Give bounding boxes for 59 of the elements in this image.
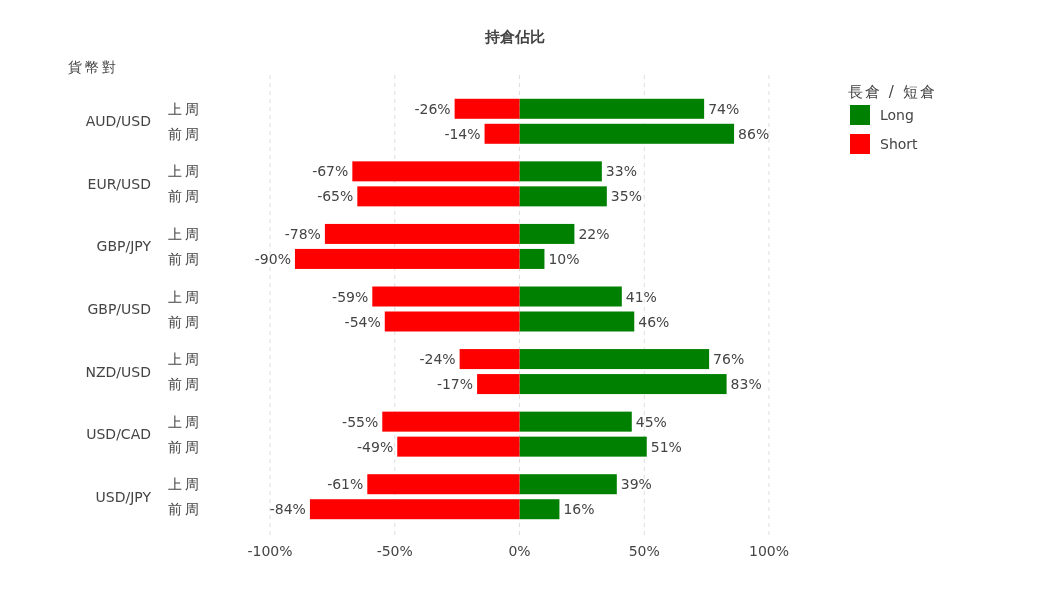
text: EUR/USD xyxy=(87,175,151,192)
data-label: -84% xyxy=(269,501,306,518)
data-label: -78% xyxy=(284,225,321,242)
data-label: -54% xyxy=(344,313,381,330)
text: USD/JPY xyxy=(95,488,152,505)
data-label: 51% xyxy=(650,438,682,455)
data-label: -26% xyxy=(414,100,451,117)
data-label: 22% xyxy=(578,225,610,242)
data-label: 45% xyxy=(635,413,667,430)
y-tick-label: 前周 xyxy=(168,501,202,518)
data-label: -55% xyxy=(342,413,379,430)
y-tick-label: 前周 xyxy=(168,250,202,267)
data-label: -14% xyxy=(444,125,481,142)
data-label: -17% xyxy=(436,376,474,393)
data-label: 86% xyxy=(738,125,770,142)
legend-label: Short xyxy=(880,136,919,152)
data-label: 35% xyxy=(610,188,642,205)
y-tick-label: 上周 xyxy=(168,225,202,242)
legend-label: Long xyxy=(880,107,914,123)
text: GBP/USD xyxy=(87,301,151,317)
data-label: -61% xyxy=(327,476,364,493)
y-tick-label: 上周 xyxy=(168,100,202,117)
y-tick-label: 前周 xyxy=(168,125,202,142)
y-tick-label: 上周 xyxy=(168,163,202,180)
data-label: 33% xyxy=(605,163,637,180)
data-label: -90% xyxy=(254,250,291,267)
legend-title: 長倉 / 短倉 xyxy=(848,83,937,101)
data-label: -24% xyxy=(419,351,456,368)
y-tick-label: 前周 xyxy=(168,188,202,205)
text: GBP/JPY xyxy=(96,238,152,255)
data-label: 10% xyxy=(548,250,580,267)
y-tick-label: 上周 xyxy=(168,476,202,493)
x-tick-label: 0% xyxy=(508,543,531,559)
y-axis-title: 貨幣對 xyxy=(68,59,119,75)
data-label: 39% xyxy=(620,476,652,493)
data-label: -67% xyxy=(312,163,349,180)
data-label: 83% xyxy=(730,376,762,393)
y-tick-label: 前周 xyxy=(168,438,202,455)
y-tick-label: 上周 xyxy=(168,288,202,305)
data-label: -49% xyxy=(357,438,394,455)
x-tick-label: 50% xyxy=(628,543,660,559)
x-tick-label: 100% xyxy=(748,543,790,559)
chart-title: 持倉佔比 xyxy=(484,28,545,46)
data-label: 41% xyxy=(625,288,657,305)
y-tick-label: 上周 xyxy=(168,351,202,368)
text: NZD/USD xyxy=(85,363,151,380)
text: USD/CAD xyxy=(86,426,151,443)
data-label: 76% xyxy=(713,351,745,368)
data-label: 74% xyxy=(708,100,740,117)
data-label: 16% xyxy=(563,501,595,518)
x-tick-label: -100% xyxy=(247,543,293,559)
y-tick-label: 前周 xyxy=(168,376,202,393)
x-tick-label: -50% xyxy=(376,543,413,559)
text: AUD/USD xyxy=(85,113,151,130)
data-label: 46% xyxy=(638,313,670,330)
y-tick-label: 上周 xyxy=(168,413,202,430)
data-label: -65% xyxy=(317,188,354,205)
y-tick-label: 前周 xyxy=(168,313,202,330)
data-label: -59% xyxy=(332,288,369,305)
